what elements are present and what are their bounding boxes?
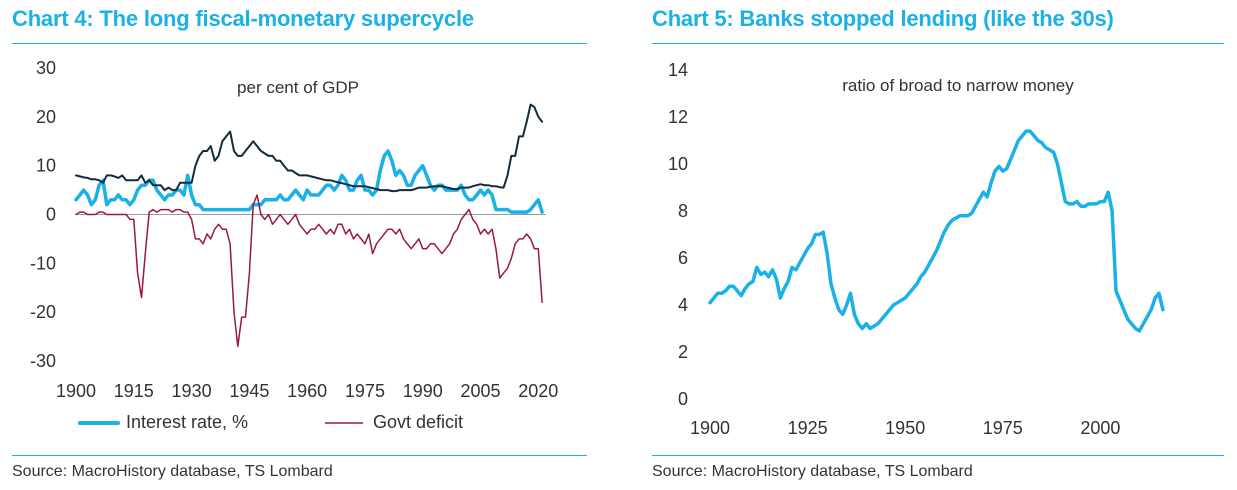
series-line-ratio <box>708 129 1165 333</box>
y-tick-label: 0 <box>678 389 688 409</box>
y-tick-label: 10 <box>668 154 688 174</box>
y-tick-label: 12 <box>668 107 688 127</box>
chart5-plot: ratio of broad to narrow money 14 12 10 8 6 4… <box>668 60 1165 438</box>
y-tick-label: 0 <box>46 205 56 225</box>
x-tick-label: 1950 <box>885 418 925 438</box>
y-tick-label: 4 <box>678 295 688 315</box>
chart4-title: Chart 4: The long fiscal-monetary superc… <box>12 6 474 31</box>
chart5-annotation: ratio of broad to narrow money <box>842 76 1074 95</box>
x-tick-label: 1930 <box>172 381 212 401</box>
y-tick-label: -10 <box>30 253 56 273</box>
chart5-title-rule <box>652 43 1224 44</box>
x-tick-label: 1900 <box>690 418 730 438</box>
x-tick-label: 1900 <box>56 381 96 401</box>
chart4-annotation: per cent of GDP <box>237 78 359 97</box>
x-tick-label: 1960 <box>287 381 327 401</box>
chart5-source-rule <box>652 455 1224 456</box>
y-tick-label: 14 <box>668 60 688 80</box>
chart5-title: Chart 5: Banks stopped lending (like the… <box>652 6 1114 31</box>
series-line-interest <box>74 149 544 214</box>
chart5-panel: Chart 5: Banks stopped lending (like the… <box>640 0 1237 490</box>
series-line-debt <box>75 103 544 193</box>
x-tick-label: 2005 <box>460 381 500 401</box>
chart5-source: Source: MacroHistory database, TS Lombar… <box>652 463 973 480</box>
x-tick-label: 1925 <box>788 418 828 438</box>
y-tick-label: 10 <box>36 156 56 176</box>
chart4-plot: per cent of GDP Interest rate, % Govt de… <box>30 58 558 432</box>
y-tick-label: 20 <box>36 107 56 127</box>
chart4-source-rule <box>12 455 587 456</box>
y-tick-label: 6 <box>678 248 688 268</box>
x-tick-label: 1915 <box>114 381 154 401</box>
x-tick-label: 2020 <box>518 381 558 401</box>
series-line-deficit <box>75 194 543 348</box>
legend-label-interest: Interest rate, % <box>126 412 248 432</box>
y-tick-label: 8 <box>678 201 688 221</box>
y-tick-label: -30 <box>30 351 56 371</box>
y-tick-label: -20 <box>30 302 56 322</box>
chart4-source: Source: MacroHistory database, TS Lombar… <box>12 463 333 480</box>
x-tick-label: 1975 <box>345 381 385 401</box>
x-tick-label: 2000 <box>1080 418 1120 438</box>
chart4-title-rule <box>12 43 587 44</box>
chart4-panel: Chart 4: The long fiscal-monetary superc… <box>0 0 600 490</box>
x-tick-label: 1990 <box>403 381 443 401</box>
x-tick-label: 1945 <box>229 381 269 401</box>
y-tick-label: 30 <box>36 58 56 78</box>
y-tick-label: 2 <box>678 342 688 362</box>
x-tick-label: 1975 <box>983 418 1023 438</box>
legend-label-deficit: Govt deficit <box>373 412 463 432</box>
